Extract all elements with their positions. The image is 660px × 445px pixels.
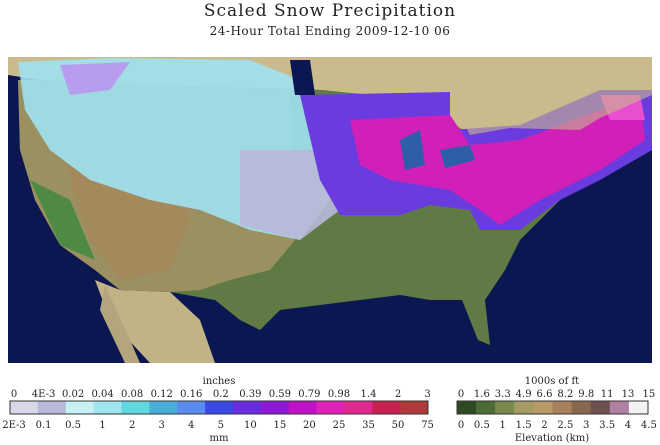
legend-label: 0.79: [298, 389, 320, 400]
legend-swatch: [571, 401, 592, 414]
legend-unit: 1000s of ft: [525, 376, 579, 387]
legend-label: 25: [333, 420, 346, 431]
legend-unit: inches: [203, 376, 236, 387]
legend-label: 1: [500, 420, 506, 431]
legend-label: 3.3: [495, 389, 511, 400]
legend-swatch: [476, 401, 496, 414]
legend-swatch: [232, 401, 262, 414]
legend-label: 0: [458, 389, 464, 400]
legend-label: 2: [541, 420, 547, 431]
precip-legend: inches mm 0 4E-3 0.02 0.04 0.08 0.12 0.16 0.2 0.…: [2, 376, 434, 444]
map: [8, 57, 652, 363]
legend-swatch: [495, 401, 515, 414]
legend-label: 0.5: [65, 420, 81, 431]
legend-label: 1.5: [516, 420, 532, 431]
legend-label: 4: [625, 420, 631, 431]
legend-label: 2E-3: [2, 420, 26, 431]
legend-label: 1.6: [474, 389, 490, 400]
legend-label: 2: [129, 420, 135, 431]
legend-label: 0.16: [180, 389, 202, 400]
legend-label: 0.12: [151, 389, 173, 400]
legend-label: 15: [273, 420, 286, 431]
legend-label: 10: [244, 420, 257, 431]
legend-label: 0.2: [213, 389, 229, 400]
legend-label: 0: [11, 389, 17, 400]
legend-swatch: [372, 401, 401, 414]
legend-label: 4E-3: [32, 389, 56, 400]
legend-swatch: [552, 401, 573, 414]
legend-label: 0.98: [328, 389, 350, 400]
legend-swatch: [533, 401, 553, 414]
legend-label: 3: [159, 420, 165, 431]
legend-label: 5: [218, 420, 224, 431]
legend-swatch: [205, 401, 234, 414]
legend-swatch: [628, 401, 649, 414]
legend-label: 20: [303, 420, 316, 431]
legend-frame: [9, 400, 429, 415]
legend-swatch: [514, 401, 534, 414]
legend-label: 3.5: [599, 420, 615, 431]
legend-label: 3: [424, 389, 430, 400]
legend-label: 4.5: [641, 420, 657, 431]
legend-label: 4: [188, 420, 194, 431]
elevation-legend: 1000s of ft Elevation (km) 0 1.6 3.3 4.9 6.6…: [456, 376, 657, 444]
legend-swatch: [149, 401, 178, 414]
legend-label: 2.5: [557, 420, 573, 431]
subtitle: 24-Hour Total Ending 2009-12-10 06: [210, 24, 451, 38]
legend-label: 1.4: [361, 389, 377, 400]
legend-label: 2: [395, 389, 401, 400]
legend-label: 50: [392, 420, 405, 431]
legend-label: 3: [583, 420, 589, 431]
title: Scaled Snow Precipitation: [204, 1, 456, 21]
legend-label: 11: [601, 389, 614, 400]
legend-label: 4.9: [516, 389, 532, 400]
legend-swatch: [609, 401, 630, 414]
legend-unit: Elevation (km): [515, 433, 589, 444]
legend-swatch: [37, 401, 67, 414]
legend-unit: mm: [210, 433, 229, 444]
legend-swatch: [65, 401, 95, 414]
legend-label: 0.08: [121, 389, 143, 400]
legend-label: 0.5: [474, 420, 490, 431]
legend-swatch: [344, 401, 373, 414]
legend-swatch: [121, 401, 150, 414]
legend-frame: [456, 400, 649, 415]
legend-label: 8.2: [557, 389, 573, 400]
legend-label: 13: [622, 389, 635, 400]
legend-label: 0.04: [91, 389, 113, 400]
legend-swatch: [590, 401, 611, 414]
legend-label: 15: [643, 389, 656, 400]
legend-swatch: [400, 401, 429, 414]
legend-label: 9.8: [578, 389, 594, 400]
legend-label: 0.59: [269, 389, 291, 400]
legend-swatch: [10, 401, 39, 414]
legend-label: 35: [362, 420, 375, 431]
legend-label: 6.6: [537, 389, 553, 400]
legend-swatch: [177, 401, 206, 414]
legend-label: 75: [421, 420, 434, 431]
legend-swatch: [93, 401, 122, 414]
legend-swatch: [316, 401, 345, 414]
legend-label: 0.02: [62, 389, 84, 400]
legend-swatch: [260, 401, 290, 414]
legend-swatch: [457, 401, 477, 414]
legend-swatch: [288, 401, 318, 414]
legend-label: 0.39: [239, 389, 261, 400]
legend-label: 0.1: [36, 420, 52, 431]
legend-label: 1: [99, 420, 105, 431]
legend-label: 0: [458, 420, 464, 431]
